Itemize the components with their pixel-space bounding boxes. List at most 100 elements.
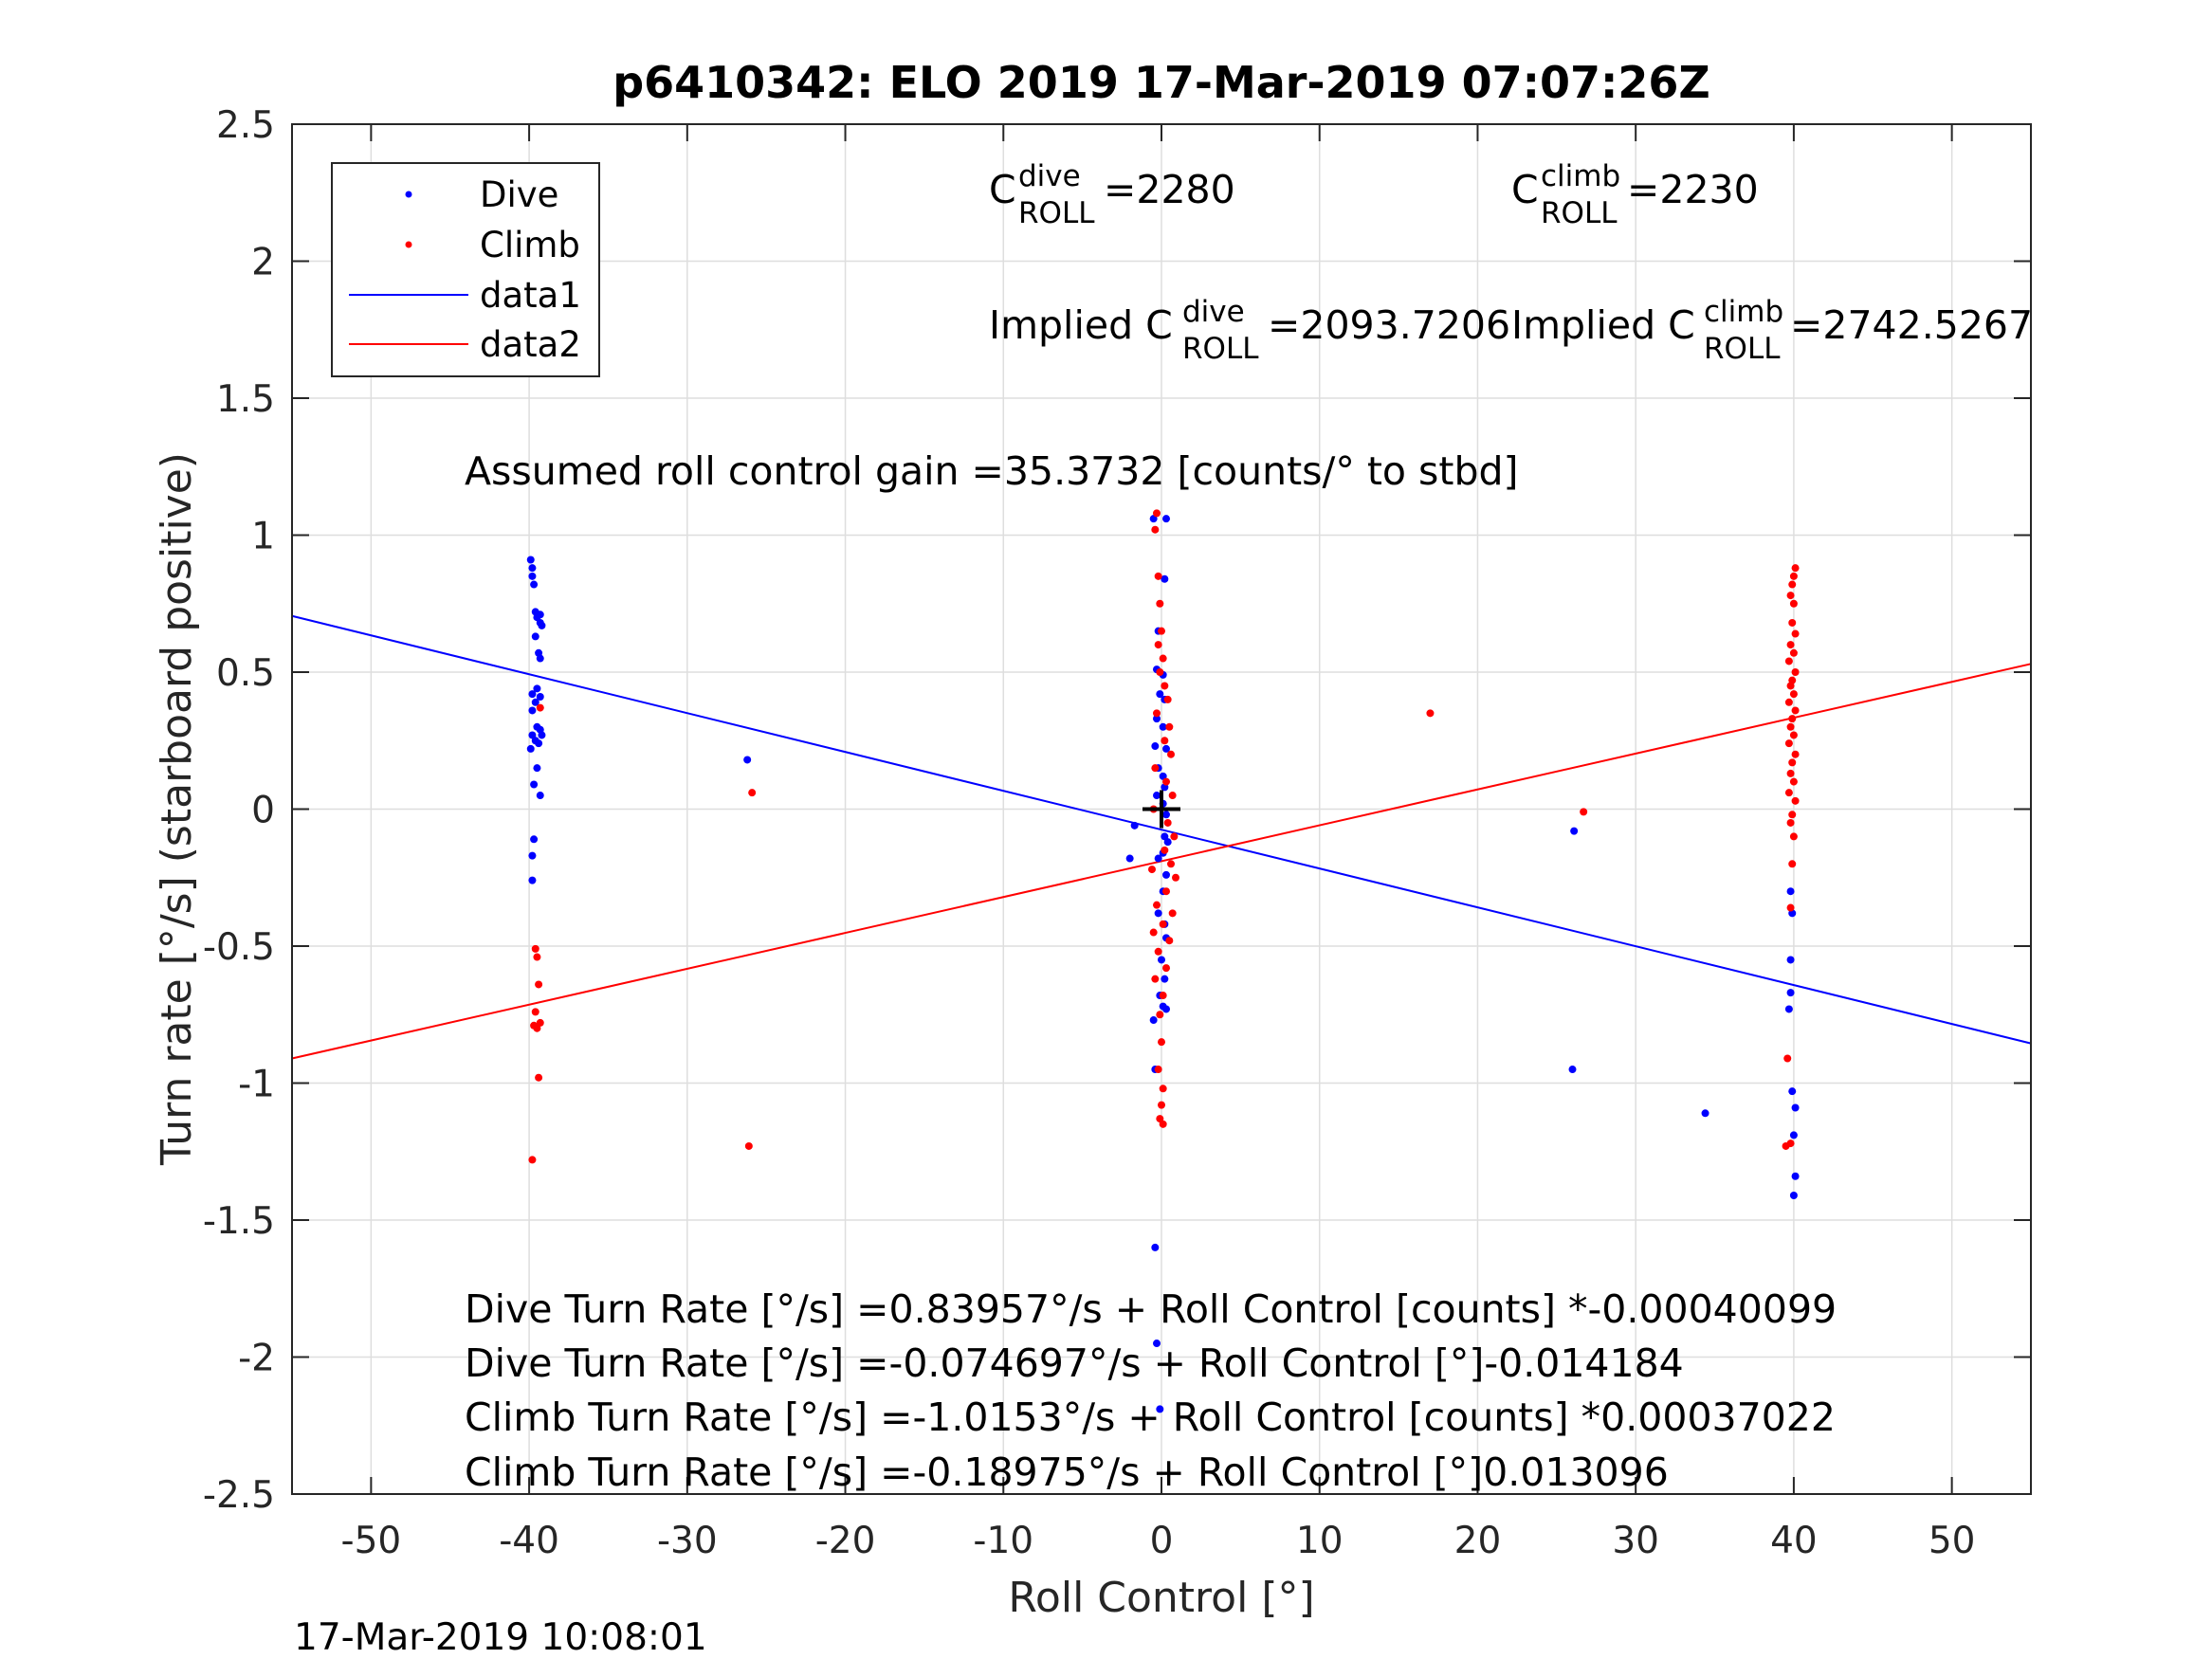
- dive-point: [536, 611, 544, 619]
- climb-point: [1784, 789, 1793, 797]
- climb-point: [1162, 887, 1171, 896]
- dive-point: [1789, 1191, 1798, 1199]
- y-tick-label: -1: [238, 1064, 275, 1106]
- dive-point: [1156, 1405, 1164, 1413]
- origin-marker: [1143, 790, 1180, 829]
- climb-point: [1784, 698, 1793, 706]
- x-tick-label: -30: [657, 1520, 718, 1562]
- dive-point: [1125, 854, 1134, 863]
- climb-point: [1788, 580, 1797, 589]
- climb-point: [1159, 992, 1167, 1000]
- dive-point: [535, 739, 543, 748]
- climb-point: [1782, 1141, 1790, 1150]
- climb-point: [1161, 846, 1169, 854]
- x-tick-label: 30: [1612, 1520, 1659, 1562]
- gain-annotation: Assumed roll control gain =35.3732 [coun…: [465, 448, 1519, 494]
- dive-point: [1786, 887, 1795, 896]
- climb-point: [1789, 731, 1798, 739]
- fit-lines: [291, 614, 2032, 1060]
- dive-point: [1152, 792, 1161, 800]
- climb-point: [1786, 769, 1795, 777]
- climb-point: [1154, 572, 1162, 580]
- dive-point: [1791, 1103, 1800, 1112]
- y-tick-label: 1: [251, 516, 275, 558]
- dive-point: [1149, 1016, 1158, 1025]
- y-tick-label: -2: [238, 1338, 275, 1380]
- climb-point: [1149, 928, 1158, 937]
- climb-point: [1789, 599, 1798, 608]
- axis-ticks: -50 -40 -30 -20 -10 0 10 20 30 40 50 2.5 2 1.5 1 0.5 0 -0…: [203, 104, 2031, 1562]
- dive-point: [1163, 838, 1172, 847]
- legend: Dive Climb data1 data2: [331, 162, 600, 377]
- climb-point: [1791, 668, 1800, 676]
- x-tick-label: 40: [1770, 1520, 1818, 1562]
- climb-point: [1152, 901, 1161, 909]
- dive-point: [1701, 1109, 1709, 1118]
- climb-point: [1161, 737, 1169, 745]
- climb-point: [1789, 648, 1798, 657]
- y-tick-label: 2: [251, 242, 275, 284]
- climb-point: [533, 953, 541, 961]
- y-axis-label: Turn rate [°/s] (starboard positive): [153, 452, 201, 1166]
- y-tick-label: 0: [251, 790, 275, 832]
- svg-text:Implied C: Implied C: [1511, 302, 1695, 348]
- dive-point: [1791, 1172, 1800, 1180]
- equation-climb-counts: Climb Turn Rate [°/s] =-1.0153°/s + Roll…: [465, 1395, 1836, 1440]
- climb-point: [1165, 722, 1174, 731]
- x-axis-label: Roll Control [°]: [1008, 1574, 1314, 1622]
- climb-point: [1151, 975, 1160, 983]
- dive-point: [536, 792, 544, 800]
- climb-point: [1147, 866, 1156, 874]
- svg-text:ROLL: ROLL: [1704, 332, 1781, 366]
- climb-point: [1156, 1011, 1164, 1019]
- climb-point: [1159, 1085, 1167, 1093]
- dive-point: [1786, 956, 1795, 964]
- legend-marker-climb: [405, 241, 412, 248]
- fit-line-data2: [291, 663, 2032, 1060]
- c-dive-annotation: C dive ROLL =2280: [989, 159, 1235, 230]
- dive-point: [1159, 772, 1167, 780]
- x-tick-label: 10: [1296, 1520, 1344, 1562]
- climb-point: [1791, 796, 1800, 805]
- svg-text:=2280: =2280: [1104, 167, 1235, 212]
- dive-point: [1156, 690, 1164, 699]
- climb-point: [1152, 709, 1161, 718]
- x-tick-label: -10: [973, 1520, 1033, 1562]
- svg-text:=2093.7206: =2093.7206: [1268, 302, 1510, 348]
- dive-point: [526, 556, 535, 564]
- climb-point: [1426, 709, 1435, 718]
- svg-text:climb: climb: [1541, 159, 1620, 193]
- svg-text:C: C: [989, 167, 1016, 212]
- climb-point: [1163, 818, 1172, 827]
- climb-point: [531, 944, 539, 953]
- climb-point: [1786, 641, 1795, 649]
- y-tick-label: 0.5: [216, 652, 275, 695]
- climb-point: [1158, 627, 1165, 635]
- timestamp: 17-Mar-2019 10:08:01: [294, 1616, 707, 1659]
- x-tick-label: 0: [1150, 1520, 1174, 1562]
- climb-point: [1162, 777, 1171, 786]
- y-tick-label: 2.5: [216, 104, 275, 147]
- dive-point: [1152, 715, 1161, 723]
- dive-point: [530, 780, 539, 789]
- y-tick-label: 1.5: [216, 378, 275, 421]
- dive-point: [1162, 744, 1171, 753]
- climb-point: [1791, 750, 1800, 758]
- climb-point: [1154, 1066, 1162, 1074]
- svg-text:Implied C: Implied C: [989, 302, 1173, 348]
- dive-point: [1154, 854, 1162, 863]
- legend-label-data1: data1: [480, 275, 581, 316]
- svg-text:C: C: [1511, 167, 1539, 212]
- equation-climb-degrees: Climb Turn Rate [°/s] =-0.18975°/s + Rol…: [465, 1449, 1669, 1495]
- climb-point: [1156, 668, 1164, 676]
- dive-point: [1789, 1131, 1798, 1139]
- climb-point: [1154, 947, 1162, 956]
- climb-point: [1788, 860, 1797, 868]
- climb-point: [1158, 1038, 1165, 1047]
- climb-point: [1789, 572, 1798, 580]
- climb-point: [1161, 682, 1169, 690]
- climb-point: [1168, 909, 1177, 918]
- climb-point: [1167, 750, 1176, 758]
- svg-text:ROLL: ROLL: [1018, 196, 1095, 230]
